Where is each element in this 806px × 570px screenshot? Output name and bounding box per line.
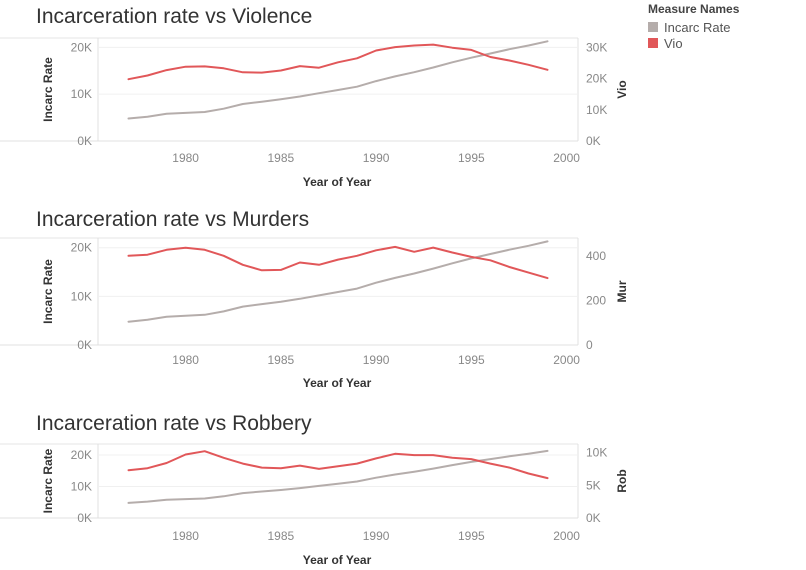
left-tick-label: 10K xyxy=(71,87,92,101)
x-tick-label: 1980 xyxy=(172,529,199,543)
chart-title-violence: Incarceration rate vs Violence xyxy=(36,5,313,28)
x-tick-label: 2000 xyxy=(553,151,580,165)
x-tick-label: 1995 xyxy=(458,353,485,367)
chart-robbery: 0K 10K 20K 0K 5K 10K 1980 1985 1990 1995 2000 Incar… xyxy=(0,443,629,567)
left-tick-label: 20K xyxy=(71,241,92,255)
x-tick-label: 1995 xyxy=(458,151,485,165)
chart-title-murders: Incarceration rate vs Murders xyxy=(36,208,310,231)
x-axis-title: Year of Year xyxy=(303,553,372,567)
series-line-incarc-rate[interactable] xyxy=(127,449,549,504)
right-tick-label: 5K xyxy=(586,478,601,492)
left-tick-label: 0K xyxy=(77,511,92,525)
x-tick-label: 1990 xyxy=(363,151,390,165)
x-axis-title: Year of Year xyxy=(303,376,372,390)
x-tick-label: 1985 xyxy=(268,529,295,543)
x-tick-label: 2000 xyxy=(553,353,580,367)
x-tick-label: 2000 xyxy=(553,529,580,543)
y-axis-title-left: Incarc Rate xyxy=(41,57,55,122)
legend-swatch-incarc-rate xyxy=(648,22,658,32)
x-tick-label: 1980 xyxy=(172,353,199,367)
legend-swatch-vio xyxy=(648,38,658,48)
left-tick-label: 20K xyxy=(71,448,92,462)
x-tick-label: 1980 xyxy=(172,151,199,165)
left-tick-label: 0K xyxy=(77,338,92,352)
left-tick-label: 10K xyxy=(71,289,92,303)
chart-murders: 0K 10K 20K 0 200 400 1980 1985 1990 1995 2000 Incar… xyxy=(0,237,629,390)
left-tick-label: 10K xyxy=(71,480,92,494)
series-line-mur[interactable] xyxy=(127,245,549,280)
y-axis-title-left: Incarc Rate xyxy=(41,259,55,324)
left-tick-label: 0K xyxy=(77,134,92,148)
right-tick-label: 0K xyxy=(586,511,601,525)
x-axis-title: Year of Year xyxy=(303,175,372,189)
right-tick-label: 10K xyxy=(586,446,607,460)
series-line-rob[interactable] xyxy=(127,450,549,480)
series-line-vio[interactable] xyxy=(127,43,549,81)
legend: Measure Names Incarc Rate Vio xyxy=(648,2,798,51)
legend-item-vio[interactable]: Vio xyxy=(648,35,798,51)
series-line-incarc-rate[interactable] xyxy=(127,240,549,323)
x-tick-label: 1990 xyxy=(363,529,390,543)
legend-title: Measure Names xyxy=(648,2,740,16)
y-axis-title-right: Rob xyxy=(615,469,629,492)
right-tick-label: 400 xyxy=(586,249,606,263)
right-tick-label: 0K xyxy=(586,134,601,148)
left-tick-label: 20K xyxy=(71,40,92,54)
legend-label-vio: Vio xyxy=(664,35,683,51)
chart-violence: 0K 10K 20K 0K 10K 20K 30K 1980 1985 1990 1995 2000 I… xyxy=(0,37,629,189)
x-tick-label: 1995 xyxy=(458,529,485,543)
legend-label-incarc-rate: Incarc Rate xyxy=(664,19,731,35)
right-tick-label: 200 xyxy=(586,293,606,307)
x-tick-label: 1985 xyxy=(268,151,295,165)
right-tick-label: 30K xyxy=(586,40,607,54)
legend-item-incarc-rate[interactable]: Incarc Rate xyxy=(648,19,798,35)
chart-title-robbery: Incarceration rate vs Robbery xyxy=(36,412,312,435)
y-axis-title-right: Vio xyxy=(615,80,629,98)
right-tick-label: 0 xyxy=(586,338,593,352)
series-line-incarc-rate[interactable] xyxy=(127,40,549,120)
x-tick-label: 1990 xyxy=(363,353,390,367)
right-tick-label: 20K xyxy=(586,72,607,86)
y-axis-title-right: Mur xyxy=(615,280,629,302)
x-tick-label: 1985 xyxy=(268,353,295,367)
right-tick-label: 10K xyxy=(586,103,607,117)
y-axis-title-left: Incarc Rate xyxy=(41,448,55,513)
